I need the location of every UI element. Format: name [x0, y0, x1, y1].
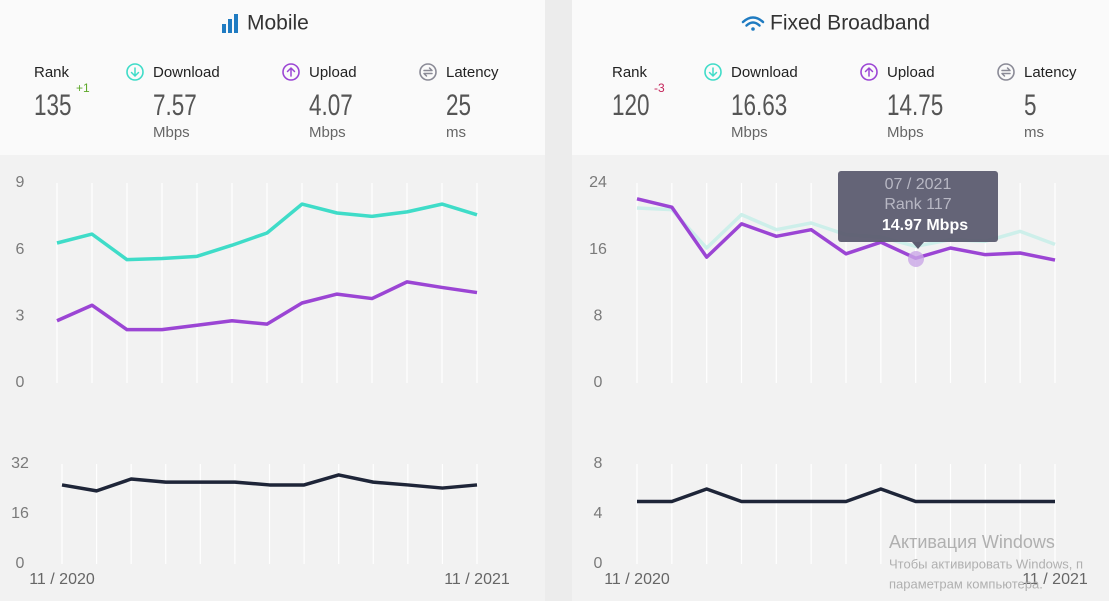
stat-unit: Mbps	[153, 124, 190, 141]
stat-value: 120	[612, 88, 650, 122]
stat-icon	[419, 63, 437, 81]
panel-title: Mobile	[247, 12, 309, 35]
watermark-line: Чтобы активировать Windows, п	[889, 556, 1083, 571]
x-tick-label: 11 / 2021	[444, 571, 510, 588]
panel-header	[572, 0, 1109, 155]
y-tick-label: 3	[16, 308, 25, 325]
y-tick-label: 24	[589, 174, 607, 191]
x-tick-label: 11 / 2020	[29, 571, 95, 588]
series-line	[56, 202, 478, 262]
stat-icon	[126, 63, 144, 81]
stat-unit: ms	[1024, 124, 1044, 141]
y-tick-label: 4	[594, 505, 603, 522]
series-line	[636, 197, 1056, 262]
tooltip-pointer	[912, 242, 924, 249]
stat-icon-glyph	[708, 67, 718, 78]
rank-change: +1	[76, 81, 90, 95]
stat-icon	[997, 63, 1015, 81]
stat-icon-glyph	[864, 66, 874, 77]
y-tick-label: 0	[16, 374, 25, 391]
stat-icon	[860, 63, 878, 81]
hover-marker	[908, 251, 924, 267]
stat-value: 4.07	[309, 88, 353, 122]
y-tick-label: 8	[594, 455, 603, 472]
panel-header	[0, 0, 545, 155]
stat-label: Rank	[612, 64, 648, 81]
stat-unit: Mbps	[887, 124, 924, 141]
stat-icon-glyph	[130, 67, 140, 78]
series-line	[61, 473, 478, 493]
rank-change: -3	[654, 81, 665, 95]
stat-value: 25	[446, 88, 471, 122]
y-tick-label: 0	[16, 555, 25, 572]
y-tick-label: 0	[594, 555, 603, 572]
wifi-icon	[741, 16, 765, 31]
y-tick-label: 0	[594, 374, 603, 391]
stat-label: Upload	[309, 64, 357, 81]
y-tick-label: 8	[594, 308, 603, 325]
y-tick-label: 6	[16, 241, 25, 258]
stat-icon	[704, 63, 722, 81]
stat-label: Rank	[34, 64, 70, 81]
x-tick-label: 11 / 2020	[604, 571, 670, 588]
tooltip-rank: Rank 117	[884, 196, 951, 213]
stat-icon-glyph	[1001, 67, 1011, 77]
watermark-title: Активация Windows	[889, 532, 1055, 552]
stat-icon	[282, 63, 300, 81]
series-line	[56, 280, 478, 332]
chart-area	[0, 155, 545, 601]
y-tick-label: 16	[11, 505, 29, 522]
stat-value: 14.75	[887, 88, 943, 122]
tooltip-date: 07 / 2021	[885, 176, 952, 193]
stat-value: 16.63	[731, 88, 787, 122]
series-line	[637, 487, 1055, 504]
tooltip-value: 14.97 Mbps	[882, 217, 968, 234]
y-tick-label: 16	[589, 241, 607, 258]
stat-value: 5	[1024, 88, 1037, 122]
stat-icon-glyph	[423, 67, 433, 77]
stat-unit: Mbps	[309, 124, 346, 141]
stat-unit: Mbps	[731, 124, 768, 141]
x-tick-label: 11 / 2021	[1022, 571, 1088, 588]
stat-label: Upload	[887, 64, 935, 81]
stat-unit: ms	[446, 124, 466, 141]
panel-title: Fixed Broadband	[770, 12, 930, 35]
stat-value: 135	[34, 88, 72, 122]
stat-value: 7.57	[153, 88, 197, 122]
stat-label: Download	[153, 64, 220, 81]
stat-label: Download	[731, 64, 798, 81]
y-tick-label: 9	[16, 174, 25, 191]
stat-icon-glyph	[286, 66, 296, 77]
watermark-line: параметрам компьютера.	[889, 576, 1043, 591]
tooltip	[838, 171, 998, 242]
mobile-icon	[222, 14, 238, 33]
stat-label: Latency	[1024, 64, 1077, 81]
stat-label: Latency	[446, 64, 499, 81]
y-tick-label: 32	[11, 455, 29, 472]
